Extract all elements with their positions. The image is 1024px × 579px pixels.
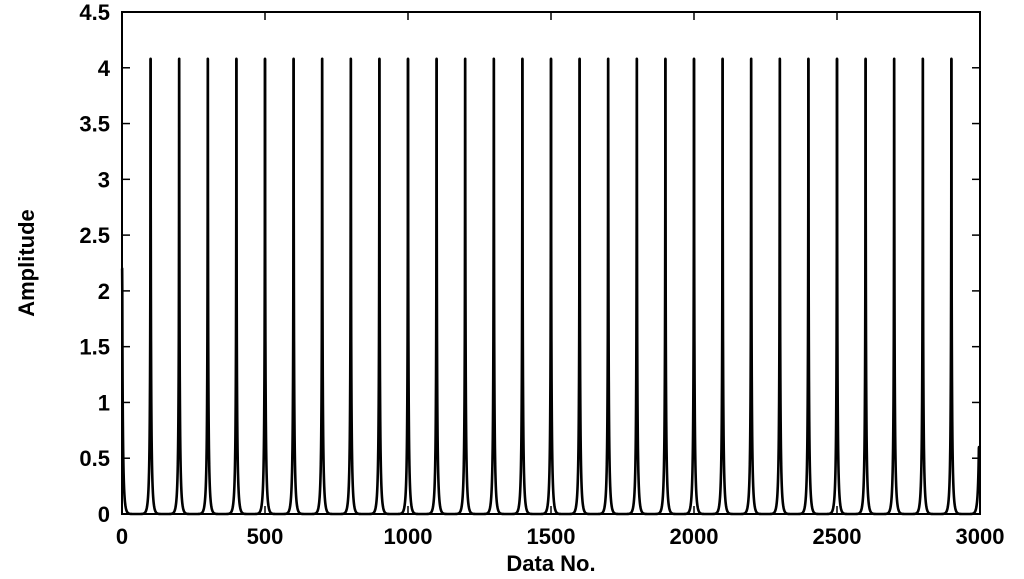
y-tick-label: 3 bbox=[98, 167, 110, 192]
y-tick-label: 2.5 bbox=[79, 223, 110, 248]
y-tick-label: 2 bbox=[98, 279, 110, 304]
x-tick-label: 1000 bbox=[384, 524, 433, 549]
y-tick-label: 1 bbox=[98, 390, 110, 415]
x-tick-label: 3000 bbox=[956, 524, 1005, 549]
y-tick-label: 3.5 bbox=[79, 112, 110, 137]
x-tick-label: 1500 bbox=[527, 524, 576, 549]
plot-area bbox=[120, 11, 982, 516]
y-tick-labels: 0 0.5 1 1.5 2 2.5 3 3.5 4 4.5 bbox=[79, 0, 110, 527]
x-tick-labels: 0 500 1000 1500 2000 2500 3000 bbox=[116, 524, 1005, 549]
axis-ticks bbox=[121, 11, 981, 515]
series-line bbox=[120, 57, 982, 516]
x-tick-label: 0 bbox=[116, 524, 128, 549]
x-tick-label: 2000 bbox=[670, 524, 719, 549]
y-tick-label: 0 bbox=[98, 502, 110, 527]
x-tick-label: 500 bbox=[247, 524, 284, 549]
y-tick-label: 1.5 bbox=[79, 335, 110, 360]
y-tick-label: 0.5 bbox=[79, 446, 110, 471]
y-tick-label: 4 bbox=[98, 56, 111, 81]
x-tick-label: 2500 bbox=[813, 524, 862, 549]
y-tick-label: 4.5 bbox=[79, 0, 110, 25]
series-layer bbox=[120, 57, 982, 516]
y-axis-title: Amplitude bbox=[14, 209, 39, 317]
x-axis-title: Data No. bbox=[506, 551, 595, 576]
